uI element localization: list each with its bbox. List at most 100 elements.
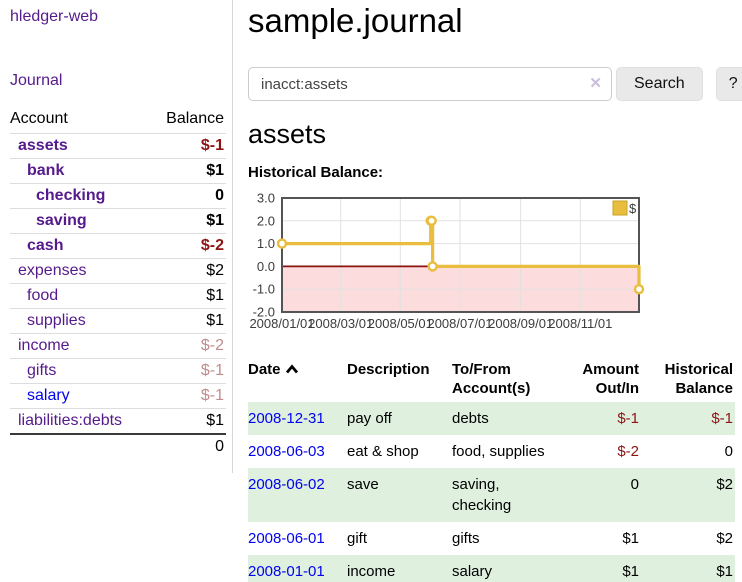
transaction-amount: $-1	[617, 410, 639, 427]
column-header-date[interactable]: Date	[248, 356, 347, 402]
accounts-header-row: Account Balance	[10, 107, 226, 134]
transaction-row: 2008-06-01 gift gifts $1 $2	[248, 522, 735, 555]
transaction-amount: $1	[622, 530, 639, 547]
legend-label: $	[629, 201, 637, 216]
account-row: bank $1	[10, 158, 226, 184]
clear-search-icon[interactable]: ✕	[589, 75, 602, 92]
account-link[interactable]: saving	[36, 212, 87, 229]
column-header-description: Description	[347, 361, 430, 378]
transaction-date-link[interactable]: 2008-01-01	[248, 563, 325, 580]
account-column-header: Account	[10, 110, 68, 127]
data-point-marker	[276, 238, 288, 249]
page-title: sample.journal	[248, 2, 463, 39]
account-link[interactable]: checking	[36, 187, 106, 204]
account-row: salary $-1	[10, 383, 226, 409]
transaction-accounts: gifts	[452, 530, 480, 547]
account-link[interactable]: gifts	[27, 362, 57, 379]
account-row: food $1	[10, 283, 226, 309]
account-link[interactable]: food	[27, 287, 59, 304]
transaction-description: pay off	[347, 410, 392, 427]
app-title-link[interactable]: hledger-web	[10, 8, 99, 25]
transaction-balance: $-1	[711, 410, 733, 427]
transaction-date-link[interactable]: 2008-12-31	[248, 410, 325, 427]
account-balance: $-1	[200, 362, 224, 379]
sidebar: hledger-web Journal Account Balance asse…	[0, 0, 233, 582]
plot-border	[281, 197, 640, 313]
transaction-balance: $2	[716, 476, 733, 493]
x-axis-tick-label: 2008/07/01	[427, 316, 492, 331]
account-link[interactable]: salary	[27, 387, 70, 404]
transaction-amount: $1	[622, 563, 639, 580]
account-balance: $2	[206, 262, 224, 279]
transaction-date-link[interactable]: 2008-06-01	[248, 530, 325, 547]
sort-ascending-icon	[285, 360, 299, 379]
transaction-balance: 0	[724, 443, 733, 460]
account-balance: $-1	[200, 387, 224, 404]
account-balance: $1	[206, 412, 224, 429]
account-link[interactable]: income	[18, 337, 70, 354]
y-axis-tick-label: 3.0	[257, 191, 275, 206]
x-axis-tick-label: 2008/11/01	[548, 316, 612, 331]
account-balance: $1	[206, 212, 224, 229]
sidebar-content: hledger-web Journal Account Balance asse…	[0, 0, 233, 473]
column-header-balance: Historical Balance	[664, 361, 733, 397]
transaction-description: gift	[347, 530, 368, 547]
transaction-row: 2008-01-01 income salary $1 $1	[248, 555, 735, 582]
account-row: supplies $1	[10, 308, 226, 334]
main-content: sample.journal ✕ Search ? assets Histori…	[233, 0, 742, 582]
chart-title-label: Historical Balance:	[248, 164, 384, 181]
account-link[interactable]: bank	[27, 162, 65, 179]
data-point-marker	[426, 215, 437, 226]
account-row: assets $-1	[10, 133, 226, 159]
transaction-accounts: debts	[452, 410, 489, 427]
x-axis-tick-label: 2008/03/01	[308, 316, 373, 331]
search-form: ✕ Search ?	[248, 67, 742, 101]
x-axis-tick-label: 2008/01/01	[249, 316, 314, 331]
chart-canvas: 3.0 2.0 1.0 0.0 -1.0 -2.02008/01/012008/03/01…	[249, 191, 645, 331]
transaction-balance: $2	[716, 530, 733, 547]
transaction-row: 2008-12-31 pay off debts $-1 $-1	[248, 402, 735, 435]
account-row: income $-2	[10, 333, 226, 359]
account-balance: $1	[206, 287, 224, 304]
column-header-amount: Amount Out/In	[582, 361, 639, 397]
y-axis-tick-label: 1.0	[257, 236, 275, 251]
transaction-description: income	[347, 563, 396, 580]
account-link[interactable]: assets	[18, 137, 68, 154]
account-link[interactable]: liabilities:debts	[18, 412, 123, 429]
transaction-row: 2008-06-03 eat & shop food, supplies $-2…	[248, 435, 735, 468]
account-row: saving $1	[10, 208, 226, 234]
account-row: gifts $-1	[10, 358, 226, 384]
accounts-balance-table: Account Balance assets $-1 bank $1 check…	[10, 107, 226, 459]
search-input[interactable]	[248, 67, 612, 101]
transaction-accounts: food, supplies	[452, 443, 545, 460]
account-balance: $1	[206, 312, 224, 329]
account-link[interactable]: cash	[27, 237, 64, 254]
account-link[interactable]: supplies	[27, 312, 86, 329]
legend-swatch	[612, 200, 628, 216]
transaction-description: save	[347, 476, 379, 493]
transaction-description: eat & shop	[347, 443, 419, 460]
accounts-table-body: assets $-1 bank $1 checking 0 saving $1 …	[10, 133, 226, 460]
x-axis-tick-label: 2008/05/01	[368, 316, 433, 331]
accounts-total-value: 0	[215, 438, 224, 455]
transaction-date-link[interactable]: 2008-06-03	[248, 443, 325, 460]
account-row: cash $-2	[10, 233, 226, 259]
journal-table-body: 2008-12-31 pay off debts $-1 $-1 2008-06…	[248, 402, 735, 582]
transaction-amount: $-2	[617, 443, 639, 460]
journal-entries-table: Date Description To/From Account(s) Amou…	[248, 356, 735, 582]
account-balance: 0	[215, 187, 224, 204]
search-button[interactable]: Search	[616, 67, 703, 101]
historical-balance-chart: 3.0 2.0 1.0 0.0 -1.0 -2.0 2008/01/01 2008/03/01…	[248, 188, 648, 336]
search-input-wrap: ✕	[248, 67, 612, 101]
account-link[interactable]: expenses	[18, 262, 87, 279]
help-button[interactable]: ?	[715, 67, 742, 101]
y-axis-tick-label: 2.0	[257, 213, 275, 228]
transaction-date-link[interactable]: 2008-06-02	[248, 476, 325, 493]
account-row: expenses $2	[10, 258, 226, 284]
journal-header-row: Date Description To/From Account(s) Amou…	[248, 356, 735, 402]
transaction-balance: $1	[716, 563, 733, 580]
transaction-amount: 0	[630, 476, 639, 493]
sidebar-item-journal[interactable]: Journal	[10, 72, 63, 89]
x-axis-tick-label: 2008/09/01	[488, 316, 553, 331]
